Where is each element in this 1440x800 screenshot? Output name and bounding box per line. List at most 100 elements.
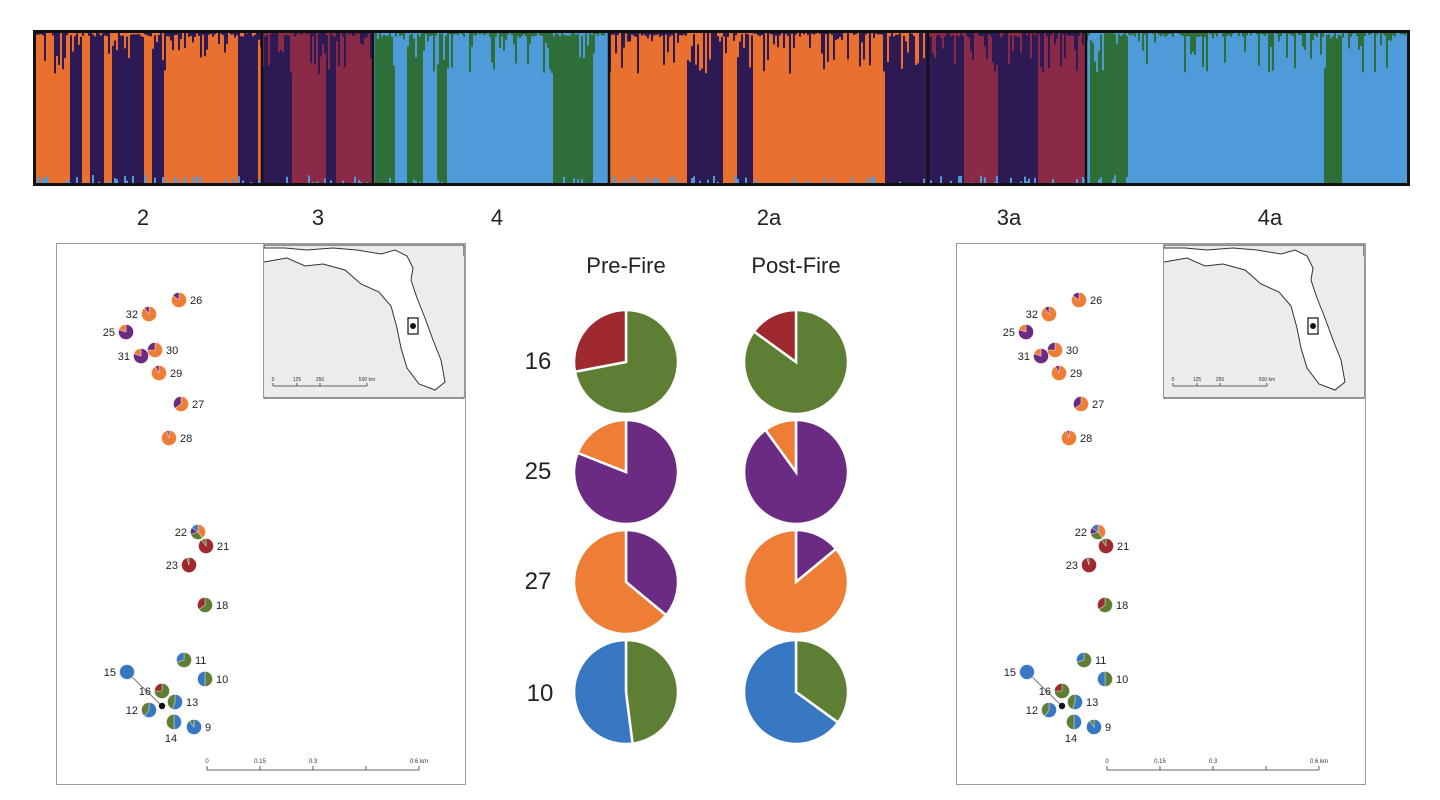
structure-bar-admix (1188, 30, 1191, 37)
structure-bar (413, 30, 416, 186)
structure-bar (1394, 30, 1397, 186)
structure-bar (657, 30, 660, 186)
structure-bar-admix (517, 30, 520, 37)
site-pie (186, 719, 202, 735)
structure-bar (1308, 30, 1311, 186)
structure-bar (146, 30, 149, 186)
structure-bar (1144, 30, 1147, 186)
structure-bar-admix (497, 176, 500, 186)
structure-bar (1032, 30, 1035, 186)
site-label: 13 (1086, 697, 1098, 709)
structure-bar (589, 30, 592, 186)
structure-bar (258, 30, 261, 186)
structure-bar (272, 30, 275, 186)
structure-bar (228, 30, 231, 186)
structure-bar (136, 30, 139, 186)
structure-bar-admix (192, 30, 195, 43)
structure-bar (336, 30, 339, 186)
structure-bar (1170, 30, 1173, 186)
structure-bar (693, 30, 696, 186)
structure-bar (318, 30, 321, 186)
structure-bar-admix (1126, 176, 1129, 186)
site-pie (197, 597, 213, 613)
structure-bar (1012, 30, 1015, 186)
structure-bar-admix (831, 178, 834, 186)
structure-bar-admix (1116, 30, 1119, 45)
structure-bar (338, 30, 341, 186)
structure-bar (1316, 30, 1319, 186)
structure-bar (292, 30, 295, 186)
structure-bar (1302, 30, 1305, 186)
structure-bar (901, 30, 904, 186)
structure-bar-admix (915, 30, 918, 65)
structure-bar (503, 30, 506, 186)
structure-bar (1066, 30, 1069, 186)
pie-slice (1018, 324, 1027, 333)
structure-bar-admix (1020, 30, 1023, 53)
structure-bar (966, 30, 969, 186)
structure-bar-admix (1390, 30, 1393, 41)
structure-bar (1074, 30, 1077, 186)
structure-bar-admix (1206, 30, 1209, 72)
structure-bar (579, 30, 582, 186)
structure-bar (1374, 30, 1377, 186)
structure-bar-admix (1358, 30, 1361, 50)
structure-bar-admix (423, 30, 426, 51)
structure-bar-admix (501, 30, 504, 37)
structure-bar (96, 30, 99, 186)
structure-bar (683, 30, 686, 186)
pie-slice (1066, 430, 1070, 439)
structure-bar (843, 30, 846, 186)
structure-bar-admix (242, 30, 245, 37)
structure-bar (86, 30, 89, 186)
structure-bar-admix (745, 177, 748, 186)
structure-bar-admix (535, 178, 538, 186)
site-label: 18 (216, 600, 228, 612)
pie-slice (147, 342, 163, 358)
pie-slice (133, 348, 149, 364)
structure-bar (60, 30, 63, 186)
structure-bar (595, 30, 598, 186)
site-pie (171, 292, 187, 308)
structure-bar (783, 30, 786, 186)
structure-bar-admix (166, 30, 169, 37)
cluster-label: 4a (1257, 205, 1283, 230)
structure-bar (282, 30, 285, 186)
structure-bar-admix (851, 177, 854, 186)
pie-slice (1089, 719, 1095, 728)
structure-bar (1200, 30, 1203, 186)
structure-bar-admix (1082, 176, 1085, 186)
structure-bar-admix (413, 30, 416, 39)
scale-tick-label: 0.6 km (1310, 759, 1328, 765)
structure-bar-admix (74, 30, 77, 37)
structure-bar-admix (152, 30, 155, 49)
structure-bar-admix (68, 179, 71, 186)
structure-bar (202, 30, 205, 186)
structure-bar (1174, 30, 1177, 186)
structure-bar-admix (1098, 179, 1101, 186)
structure-bar (1252, 30, 1255, 186)
structure-bar-admix (527, 30, 530, 65)
structure-bar (705, 30, 708, 186)
structure-bar (934, 30, 937, 186)
structure-bar (757, 30, 760, 186)
structure-bar (1114, 30, 1117, 186)
structure-bar-admix (823, 178, 826, 186)
structure-bar (1140, 30, 1143, 186)
structure-bar-admix (1280, 30, 1283, 37)
structure-bar (1018, 30, 1021, 186)
structure-bar (1242, 30, 1245, 186)
structure-bar-admix (529, 30, 532, 45)
structure-bar (1068, 30, 1071, 186)
structure-bar-admix (1316, 30, 1319, 37)
structure-bar (88, 30, 91, 186)
structure-bar-admix (513, 30, 516, 45)
structure-bar-admix (485, 179, 488, 186)
structure-bar-admix (1098, 30, 1101, 52)
structure-bar (505, 30, 508, 186)
site-label: 27 (1092, 399, 1104, 411)
structure-bar (992, 30, 995, 186)
structure-bar (531, 30, 534, 186)
pie-slice (167, 694, 176, 710)
structure-bar-admix (76, 177, 79, 186)
